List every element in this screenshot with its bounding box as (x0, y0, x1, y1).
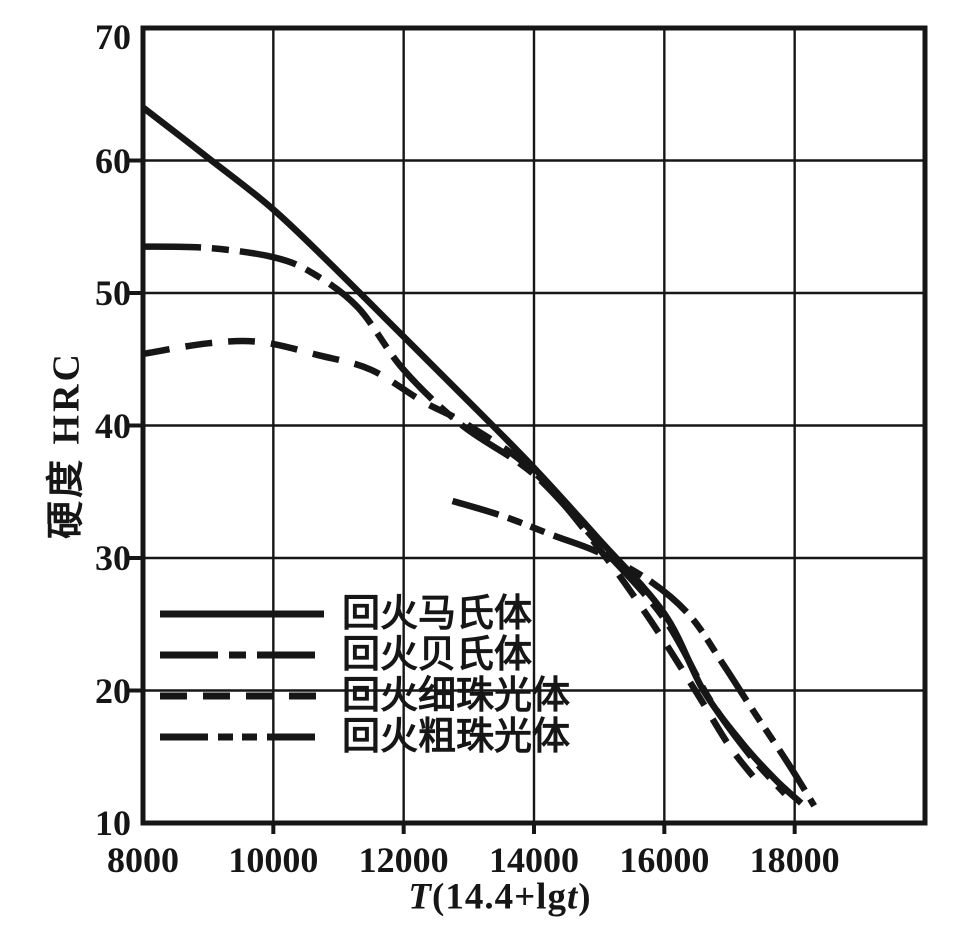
x-axis-variable-t: t (566, 876, 579, 918)
y-tick-label: 20 (95, 670, 131, 711)
legend-item-tempered-coarse-pearlite: 回火粗珠光体 (158, 716, 570, 757)
legend-label: 回火贝氏体 (342, 633, 533, 676)
y-tick-label: 60 (95, 140, 131, 181)
x-tick-label: 10000 (228, 840, 319, 880)
x-tick-label: 12000 (358, 840, 449, 880)
legend-item-tempered-bainite: 回火贝氏体 (158, 634, 570, 675)
x-tick-label: 8000 (107, 840, 179, 880)
x-axis-title: T(14.4+lgt) (408, 876, 591, 919)
legend-label: 回火粗珠光体 (342, 715, 571, 758)
legend-label: 回火马氏体 (342, 592, 533, 635)
x-axis-formula: (14.4+lg (432, 876, 567, 918)
x-axis-variable: T (408, 876, 433, 918)
y-axis-title: 硬度 HRC (45, 351, 88, 539)
curve-tempered-fine-pearlite (142, 337, 762, 786)
y-tick-label: 70 (95, 17, 131, 57)
legend-label: 回火细珠光体 (342, 674, 571, 717)
chart-legend: 回火马氏体 回火贝氏体 回火细珠光体 回火粗珠光体 (158, 593, 570, 757)
y-tick-label: 30 (95, 538, 131, 578)
y-tick-label: 50 (95, 273, 131, 313)
y-tick-label: 10 (95, 803, 131, 843)
y-tick-label: 40 (95, 405, 131, 446)
legend-line-dashed (160, 692, 324, 699)
x-tick-label: 16000 (619, 840, 710, 880)
legend-line-solid (160, 610, 324, 617)
curve-tempered-bainite (142, 243, 788, 797)
x-tick-label: 14000 (489, 840, 579, 880)
legend-item-tempered-martensite: 回火马氏体 (158, 593, 570, 634)
legend-line-dash-dot (160, 651, 324, 658)
curve-tempered-coarse-pearlite (451, 497, 817, 808)
x-axis-formula-close: ) (578, 876, 592, 918)
x-tick-label: 18000 (749, 840, 840, 880)
legend-item-tempered-fine-pearlite: 回火细珠光体 (158, 675, 570, 716)
legend-line-dash-dot-dot (160, 733, 324, 740)
